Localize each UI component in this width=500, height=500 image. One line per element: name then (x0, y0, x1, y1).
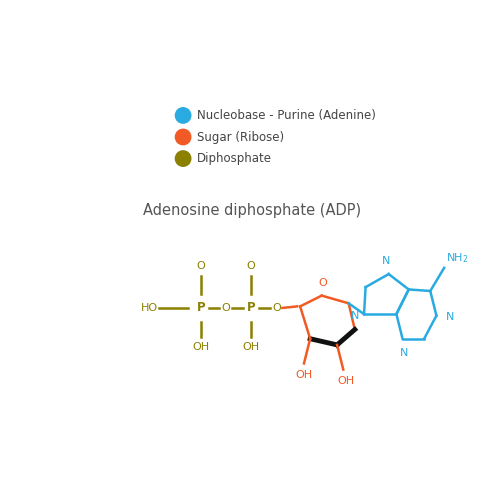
Text: Nucleobase - Purine (Adenine): Nucleobase - Purine (Adenine) (197, 109, 376, 122)
Circle shape (176, 130, 191, 144)
Circle shape (176, 151, 191, 166)
Text: Sugar (Ribose): Sugar (Ribose) (197, 130, 284, 143)
Text: OH: OH (338, 376, 355, 386)
Text: O: O (319, 278, 328, 288)
Text: O: O (221, 303, 230, 313)
Text: P: P (196, 302, 205, 314)
Text: O: O (246, 261, 255, 271)
Text: O: O (196, 261, 205, 271)
Text: OH: OH (242, 342, 260, 352)
Text: N: N (382, 256, 390, 266)
Circle shape (176, 108, 191, 123)
Text: OH: OH (192, 342, 210, 352)
Text: N: N (446, 312, 454, 322)
Text: Adenosine diphosphate (ADP): Adenosine diphosphate (ADP) (144, 202, 362, 218)
Text: NH$_2$: NH$_2$ (446, 251, 469, 265)
Text: P: P (246, 302, 255, 314)
Text: HO: HO (140, 303, 158, 313)
Text: N: N (400, 348, 408, 358)
Text: N: N (350, 310, 359, 320)
Text: OH: OH (296, 370, 312, 380)
Text: Diphosphate: Diphosphate (197, 152, 272, 165)
Text: O: O (272, 303, 280, 313)
